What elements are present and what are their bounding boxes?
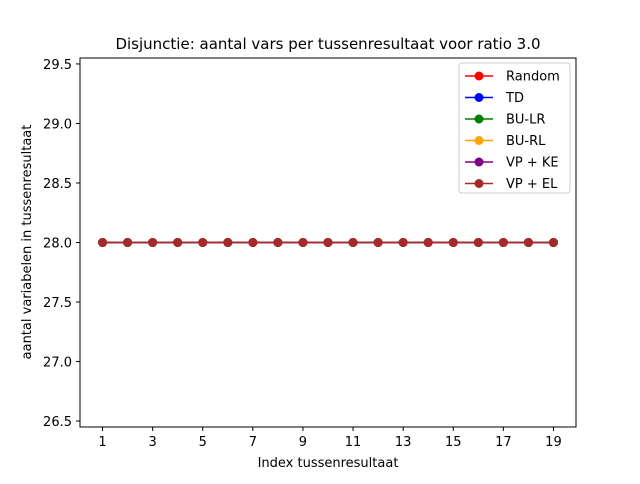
data-point [523, 238, 533, 247]
x-tick-label: 7 [249, 435, 257, 450]
y-tick-label: 27.5 [43, 296, 72, 311]
legend-marker [474, 157, 484, 167]
data-point [173, 238, 183, 247]
data-point [248, 238, 258, 247]
legend-item: TD [465, 91, 524, 106]
legend-label: VP + KE [506, 156, 559, 171]
data-point [148, 238, 158, 247]
legend-label: BU-LR [506, 113, 545, 128]
legend-marker [474, 179, 484, 188]
x-tick-label: 17 [495, 435, 512, 450]
data-point [348, 238, 358, 247]
legend-marker [474, 136, 484, 145]
chart-title: Disjunctie: aantal vars per tussenresult… [115, 35, 540, 53]
x-tick-label: 5 [199, 435, 207, 450]
data-point [98, 238, 108, 247]
data-point [498, 238, 508, 247]
x-tick-label: 3 [149, 435, 157, 450]
y-tick-label: 27.0 [43, 356, 72, 371]
legend-label: VP + EL [506, 177, 558, 192]
y-tick-label: 29.0 [43, 117, 72, 132]
data-point [323, 238, 333, 247]
x-tick-label: 1 [98, 435, 106, 450]
data-point [273, 238, 283, 247]
y-axis-label: aantal variabelen in tussenresultaat [20, 125, 35, 360]
data-point [298, 238, 308, 247]
axis-ticks: 1 3 5 7 9 11 13 15 17 1926.527.027.528.028.529.02… [43, 58, 562, 450]
data-point [398, 238, 408, 247]
legend-item: VP + KE [465, 156, 559, 171]
x-tick-label: 15 [445, 435, 462, 450]
data-point [423, 238, 433, 247]
data-point [223, 238, 233, 247]
y-tick-label: 28.5 [43, 177, 72, 192]
legend-item: BU-RL [465, 134, 546, 149]
legend-frame [458, 62, 571, 194]
legend-marker [474, 93, 484, 102]
legend-marker [474, 114, 484, 124]
data-point [448, 238, 458, 247]
legend-marker [474, 71, 484, 81]
legend-item: BU-LR [465, 113, 545, 128]
data-point [473, 238, 483, 247]
legend-item: VP + EL [465, 177, 558, 192]
legend-item: Random [465, 70, 560, 85]
legend: Random TD BU-LR BU-RL VP + KE VP + EL [458, 62, 571, 194]
x-tick-label: 13 [395, 435, 412, 450]
series-vp-el [98, 238, 558, 247]
data-point [373, 238, 383, 247]
data-point [123, 238, 133, 247]
y-tick-label: 28.0 [43, 237, 72, 252]
x-tick-label: 19 [545, 435, 562, 450]
data-point [548, 238, 558, 247]
data-point [198, 238, 208, 247]
series-layer [98, 238, 558, 247]
y-tick-label: 29.5 [43, 58, 72, 73]
legend-label: TD [505, 91, 524, 106]
x-tick-label: 9 [299, 435, 307, 450]
x-axis-label: Index tussenresultaat [258, 456, 399, 471]
legend-label: BU-RL [506, 134, 546, 149]
y-tick-label: 26.5 [43, 415, 72, 430]
legend-label: Random [506, 70, 560, 85]
plot-frame [79, 57, 577, 428]
x-tick-label: 11 [345, 435, 362, 450]
